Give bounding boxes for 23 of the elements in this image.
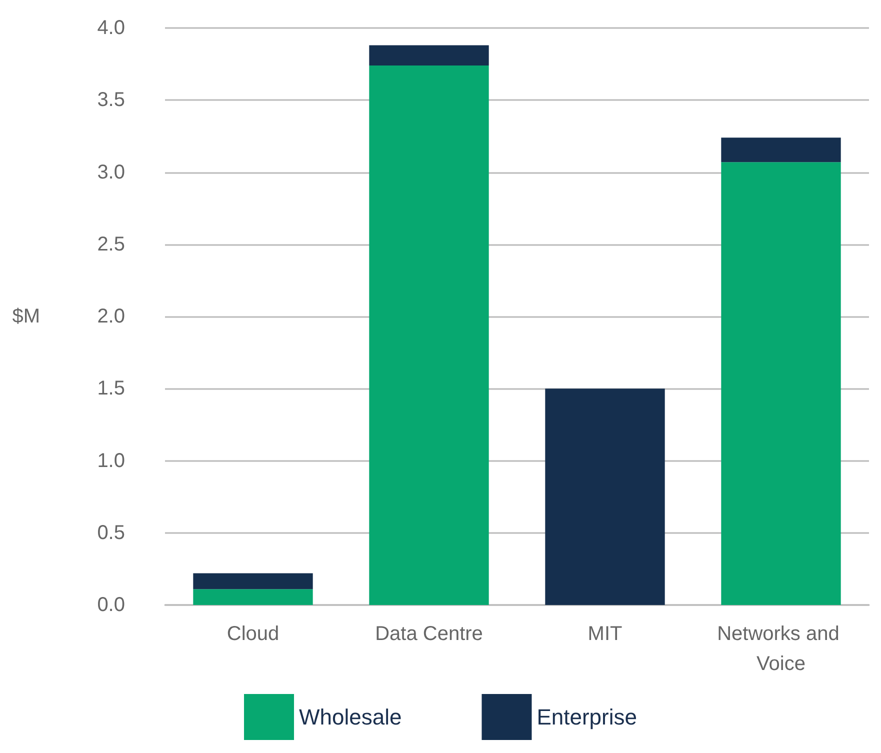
y-tick-label: 0.0 [97,594,125,616]
bar [721,138,841,162]
legend-label: Enterprise [536,704,638,730]
y-tick-label: 0.5 [97,522,125,544]
x-tick-label: Networks and Voice [717,623,845,675]
y-tick-label: 2.5 [97,233,125,256]
bar [369,66,489,605]
bar [193,589,313,605]
bar [545,388,665,605]
x-tick-label: MIT [588,623,622,645]
x-tick-label: Cloud [226,623,280,645]
y-tick-label: 1.5 [97,378,125,400]
y-tick-label: 3.0 [97,161,125,184]
y-axis-title: $M [12,306,40,328]
y-tick-label: 4.0 [97,17,125,39]
bar [193,573,313,590]
y-tick-label: 3.5 [97,89,125,112]
bar [369,45,489,66]
y-tick-label: 1.0 [97,450,125,472]
legend-label: Wholesale [299,704,402,730]
y-tick-label: 2.0 [97,306,125,328]
bar [721,162,841,605]
x-tick-label: Data Centre [375,623,483,645]
